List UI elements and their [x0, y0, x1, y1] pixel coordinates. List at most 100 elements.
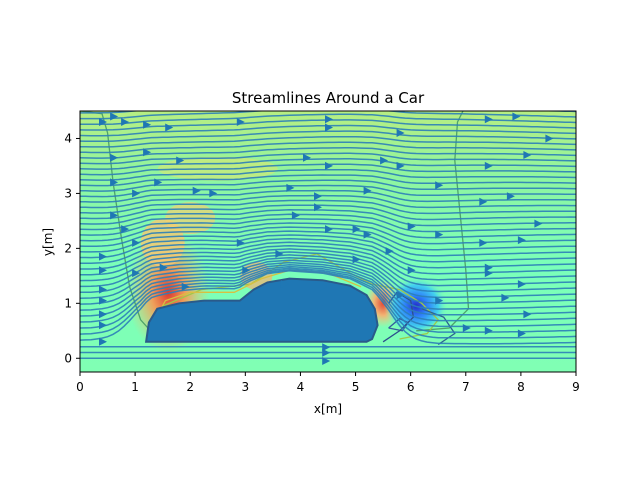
streamline — [80, 237, 576, 269]
streamline-arrow — [159, 263, 168, 272]
plot-area — [80, 111, 576, 372]
streamline-arrow — [291, 211, 300, 220]
streamline-arrow — [484, 161, 493, 170]
x-axis-ticks: 0 1 2 3 4 5 6 7 8 9 — [76, 372, 580, 394]
streamline-arrow — [99, 266, 107, 275]
streamline — [80, 158, 576, 170]
streamline-arrow — [479, 197, 488, 206]
streamline — [80, 261, 576, 316]
streamline-arrow — [322, 348, 331, 357]
streamline-arrow — [352, 255, 361, 264]
streamline-arrow — [143, 148, 152, 157]
streamline-arrow — [396, 129, 405, 137]
streamline-arrow — [242, 266, 251, 275]
streamline-arrow — [325, 161, 333, 170]
streamline-arrow — [99, 118, 107, 126]
y-tick-label: 4 — [64, 131, 72, 145]
streamline — [80, 135, 576, 148]
streamline-arrow — [322, 343, 331, 352]
streamline — [80, 174, 576, 187]
streamline-arrow — [380, 156, 389, 165]
x-tick-label: 6 — [407, 380, 415, 394]
streamline-arrow — [303, 153, 311, 162]
streamline — [80, 179, 576, 192]
streamline — [80, 213, 576, 233]
streamline — [80, 184, 576, 198]
y-tick-label: 1 — [64, 296, 72, 310]
streamline-arrow — [154, 178, 163, 187]
streamline — [80, 204, 576, 221]
streamline-arrow — [99, 310, 107, 319]
streamline-arrow — [484, 115, 493, 124]
streamline-arrow — [501, 293, 510, 302]
streamline — [80, 270, 576, 345]
streamline-arrow — [363, 230, 372, 239]
streamline — [80, 267, 576, 333]
streamline-arrow — [512, 112, 521, 121]
streamline — [80, 241, 576, 275]
streamline-arrow — [192, 186, 201, 195]
streamline — [80, 265, 576, 328]
axes-frame — [79, 110, 577, 373]
streamline-arrow — [325, 225, 333, 234]
streamline-arrow — [132, 269, 141, 278]
streamline — [80, 244, 576, 281]
streamline-arrow — [99, 296, 107, 305]
streamline-arrow — [435, 181, 444, 190]
streamline-arrow — [462, 324, 471, 332]
x-tick-label: 9 — [572, 380, 580, 394]
streamline-arrow — [236, 238, 245, 247]
streamline-arrow — [132, 238, 141, 247]
streamline-arrow — [523, 310, 532, 319]
streamline-arrow — [209, 189, 218, 198]
streamline — [80, 209, 576, 227]
streamline-arrow — [110, 112, 119, 121]
streamline-arrow — [517, 329, 526, 338]
streamline-arrow — [523, 151, 532, 159]
streamline-arrow — [396, 291, 405, 300]
streamline-arrow — [352, 225, 361, 234]
streamline-arrow — [99, 321, 107, 330]
streamline — [80, 222, 576, 245]
streamline-arrow — [99, 337, 107, 346]
streamline-arrow — [121, 118, 130, 126]
streamline-arrow — [110, 211, 119, 220]
streamline — [80, 130, 576, 143]
streamline-arrow — [99, 252, 107, 261]
x-tick-label: 4 — [297, 380, 305, 394]
streamline — [80, 234, 576, 263]
x-tick-label: 3 — [242, 380, 250, 394]
car-body — [144, 277, 379, 343]
x-tick-label: 8 — [517, 380, 525, 394]
streamline — [80, 268, 576, 339]
streamline-arrow — [484, 269, 493, 278]
x-axis-label: x[m] — [314, 402, 342, 416]
streamline — [80, 248, 576, 287]
streamline-arrows — [99, 112, 554, 365]
streamline-arrow — [99, 285, 107, 294]
streamline-arrow — [396, 161, 405, 170]
streamline-arrow — [314, 192, 322, 201]
streamlines — [80, 111, 576, 360]
streamline-arrow — [322, 357, 331, 365]
y-tick-label: 3 — [64, 186, 72, 200]
streamline — [80, 217, 576, 239]
streamline-arrow — [407, 222, 416, 231]
streamline-arrow — [176, 156, 185, 165]
streamline-arrow — [181, 282, 190, 291]
streamline — [80, 251, 576, 293]
streamline-arrow — [506, 192, 515, 201]
streamline — [80, 199, 576, 215]
streamline-arrow — [325, 123, 333, 132]
streamline — [80, 168, 576, 181]
streamline-arrow — [165, 123, 174, 132]
streamline — [80, 259, 576, 310]
streamline-arrow — [121, 225, 130, 234]
streamline-arrow — [484, 326, 493, 335]
streamline — [80, 152, 576, 165]
streamline-arrow — [517, 280, 526, 289]
streamline-arrow — [385, 247, 394, 256]
streamline-arrow — [407, 266, 416, 275]
y-axis-ticks: 0 1 2 3 4 — [64, 131, 80, 365]
